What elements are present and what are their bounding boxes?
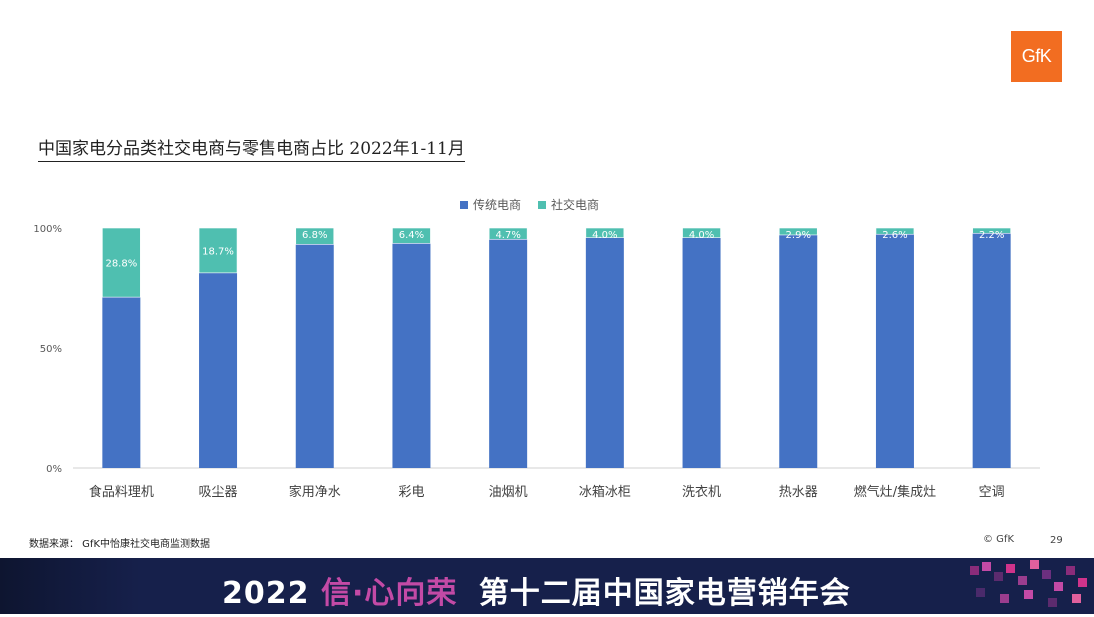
x-category-label: 食品料理机 [89, 484, 154, 500]
bar-segment [875, 234, 914, 468]
data-label: 6.4% [399, 230, 424, 241]
y-tick-label: 50% [40, 344, 62, 355]
legend-label: 社交电商 [551, 197, 599, 212]
y-tick-label: 100% [33, 224, 62, 235]
legend-label: 传统电商 [473, 197, 521, 212]
x-category-label: 空调 [979, 485, 1005, 500]
x-category-label: 冰箱冰柜 [579, 484, 631, 500]
bar-segment [585, 237, 624, 468]
x-category-label: 吸尘器 [199, 485, 238, 500]
x-category-label: 彩电 [398, 485, 424, 500]
banner-year: 2022 [222, 576, 310, 611]
bar-segment [488, 227, 528, 240]
page-number: 29 [1050, 535, 1063, 546]
banner-slogan: 信·心向荣 [320, 576, 458, 611]
bar-segment [392, 227, 431, 244]
chart-title: 中国家电分品类社交电商与零售电商占比 2022年1-11月 [38, 134, 465, 162]
x-category-label: 油烟机 [489, 485, 528, 500]
bar-segment [295, 227, 335, 245]
bar-segment [972, 227, 1011, 234]
x-category-label: 家用净水 [289, 484, 341, 500]
data-label: 2.2% [979, 230, 1004, 241]
bar-segment [682, 237, 721, 468]
bar-segment [102, 297, 141, 468]
data-source-note: 数据来源： GfK中怡康社交电商监测数据 [29, 539, 211, 550]
bar-segment [198, 227, 238, 274]
bar-segment [778, 227, 818, 236]
bar-segment [295, 244, 334, 468]
event-banner: 2022 信·心向荣 第十二届中国家电营销年会 [0, 558, 1094, 614]
bar-segment [199, 272, 238, 468]
data-label: 18.7% [202, 246, 234, 257]
bar-segment [972, 233, 1011, 468]
chart: 0% 50% 100% 传统电商 社交电商 28.8% 食品料理机 18.7% 吸尘器 6.8% 家… [33, 197, 1040, 500]
bar-segment [102, 227, 141, 298]
x-category-label: 燃气灶/集成灶 [854, 484, 936, 500]
bar-segment [392, 243, 431, 468]
data-label: 2.6% [882, 230, 907, 241]
data-label: 28.8% [105, 259, 137, 270]
banner-event: 第十二届中国家电营销年会 [478, 576, 851, 611]
banner-decoration-left [0, 558, 140, 614]
data-label: 4.7% [495, 230, 520, 241]
bar-segment [489, 239, 528, 468]
x-category-label: 洗衣机 [682, 484, 721, 500]
bar-segment [779, 234, 818, 468]
data-label: 2.9% [786, 230, 811, 241]
data-label: 4.0% [592, 230, 617, 241]
bar-segment [585, 227, 625, 238]
copyright: © GfK [983, 534, 1015, 545]
banner-mosaic-decoration [970, 560, 1087, 607]
banner-title: 2022 信·心向荣 第十二届中国家电营销年会 [222, 568, 851, 612]
legend-swatch [460, 201, 468, 209]
bar-segment [682, 227, 721, 238]
x-category-label: 热水器 [779, 485, 818, 500]
data-label: 6.8% [302, 230, 327, 241]
gfk-logo: GfK [1011, 31, 1062, 82]
bar-segment [875, 227, 915, 235]
data-label: 4.0% [689, 230, 714, 241]
legend-swatch [538, 201, 546, 209]
y-tick-label: 0% [46, 464, 62, 475]
